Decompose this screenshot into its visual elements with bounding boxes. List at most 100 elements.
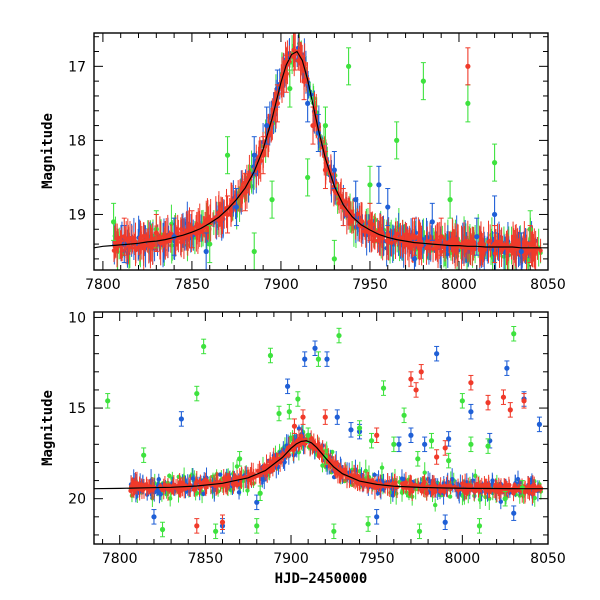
data-point — [372, 472, 377, 478]
cloud-point-red — [111, 239, 117, 263]
cloud-point-red — [514, 239, 519, 252]
series-point-green — [465, 84, 471, 123]
data-point — [420, 78, 426, 84]
data-point — [465, 63, 471, 69]
data-point — [283, 71, 289, 77]
cloud-point-red — [434, 224, 440, 260]
cloud-point-red — [347, 197, 352, 226]
cloud-point-red — [481, 226, 486, 263]
series-point-green — [269, 180, 275, 219]
data-point — [514, 242, 519, 248]
data-point — [424, 245, 429, 251]
series-point-red — [527, 225, 533, 264]
data-point — [491, 241, 498, 247]
cloud-point-green — [167, 473, 172, 479]
cloud-point-red — [238, 185, 244, 209]
cloud-point-green — [447, 494, 453, 499]
data-point — [238, 194, 244, 200]
series-point-blue — [429, 202, 435, 241]
series-point-green — [491, 143, 498, 182]
cloud-point-red — [451, 229, 456, 257]
data-point — [447, 494, 453, 499]
series-point-green — [224, 136, 231, 175]
data-point — [411, 234, 418, 240]
data-point — [477, 497, 483, 502]
cloud-point-red — [160, 234, 165, 253]
series-point-blue — [233, 188, 240, 227]
cloud-point-red — [406, 229, 412, 250]
x-tick-label: 7950 — [352, 277, 388, 293]
y-tick-label: 17 — [68, 59, 86, 75]
data-point — [194, 230, 199, 236]
cloud-point-blue — [201, 491, 206, 497]
data-point — [301, 78, 307, 84]
data-point — [201, 491, 206, 497]
series-point-green — [345, 47, 352, 86]
data-point — [355, 211, 360, 217]
series-point-red — [491, 225, 498, 264]
data-point — [379, 230, 385, 235]
data-point — [491, 211, 498, 218]
cloud-point-red — [487, 224, 493, 258]
data-point — [224, 211, 231, 218]
series-point-red — [310, 106, 316, 145]
data-point — [406, 237, 412, 242]
top-plot-frame — [93, 32, 549, 271]
data-point — [505, 249, 510, 255]
series-point-blue — [474, 217, 480, 256]
data-point — [167, 473, 172, 479]
data-point — [110, 219, 117, 225]
x-tick-label: 8050 — [530, 277, 566, 293]
cloud-point-red — [358, 205, 364, 236]
data-point — [518, 248, 524, 255]
data-point — [447, 197, 453, 203]
series-point-blue — [376, 165, 382, 204]
series-point-green — [447, 180, 453, 219]
data-point — [331, 256, 337, 262]
series-point-green — [287, 69, 293, 108]
data-point — [442, 239, 448, 245]
cloud-point-blue — [218, 472, 223, 477]
data-point — [491, 160, 498, 166]
data-point — [233, 204, 240, 210]
data-point — [167, 496, 173, 501]
cloud-point-red — [538, 238, 543, 263]
data-point — [515, 476, 521, 482]
series-point-blue — [251, 136, 257, 175]
data-point — [367, 219, 373, 225]
data-point — [242, 189, 248, 195]
data-point — [149, 237, 154, 242]
data-point — [189, 226, 195, 232]
series-point-red — [411, 217, 418, 256]
data-point — [511, 239, 516, 245]
data-point — [322, 122, 329, 129]
data-point — [287, 85, 293, 92]
cloud-point-red — [194, 221, 199, 245]
cloud-point-red — [442, 222, 448, 262]
series-point-green — [367, 165, 373, 204]
data-point — [137, 244, 143, 250]
data-point — [236, 490, 242, 495]
cloud-point-red — [150, 243, 155, 251]
data-point — [126, 237, 132, 243]
cloud-point-green — [288, 432, 293, 443]
top-y-axis-label: Magnitude — [40, 113, 56, 189]
data-point — [157, 491, 162, 496]
top-data-points — [110, 33, 543, 270]
data-point — [411, 256, 418, 262]
data-point — [480, 250, 486, 255]
data-point — [131, 238, 136, 243]
cloud-point-red — [149, 231, 154, 247]
cloud-point-red — [175, 214, 180, 251]
cloud-point-red — [465, 220, 471, 263]
data-point — [465, 100, 471, 106]
cloud-point-blue — [490, 474, 495, 487]
x-tick-label: 8000 — [441, 277, 477, 293]
x-tick-label: 7800 — [85, 277, 121, 293]
data-point — [417, 238, 422, 243]
data-point — [487, 496, 492, 501]
data-point — [367, 182, 373, 188]
series-point-blue — [518, 232, 524, 270]
